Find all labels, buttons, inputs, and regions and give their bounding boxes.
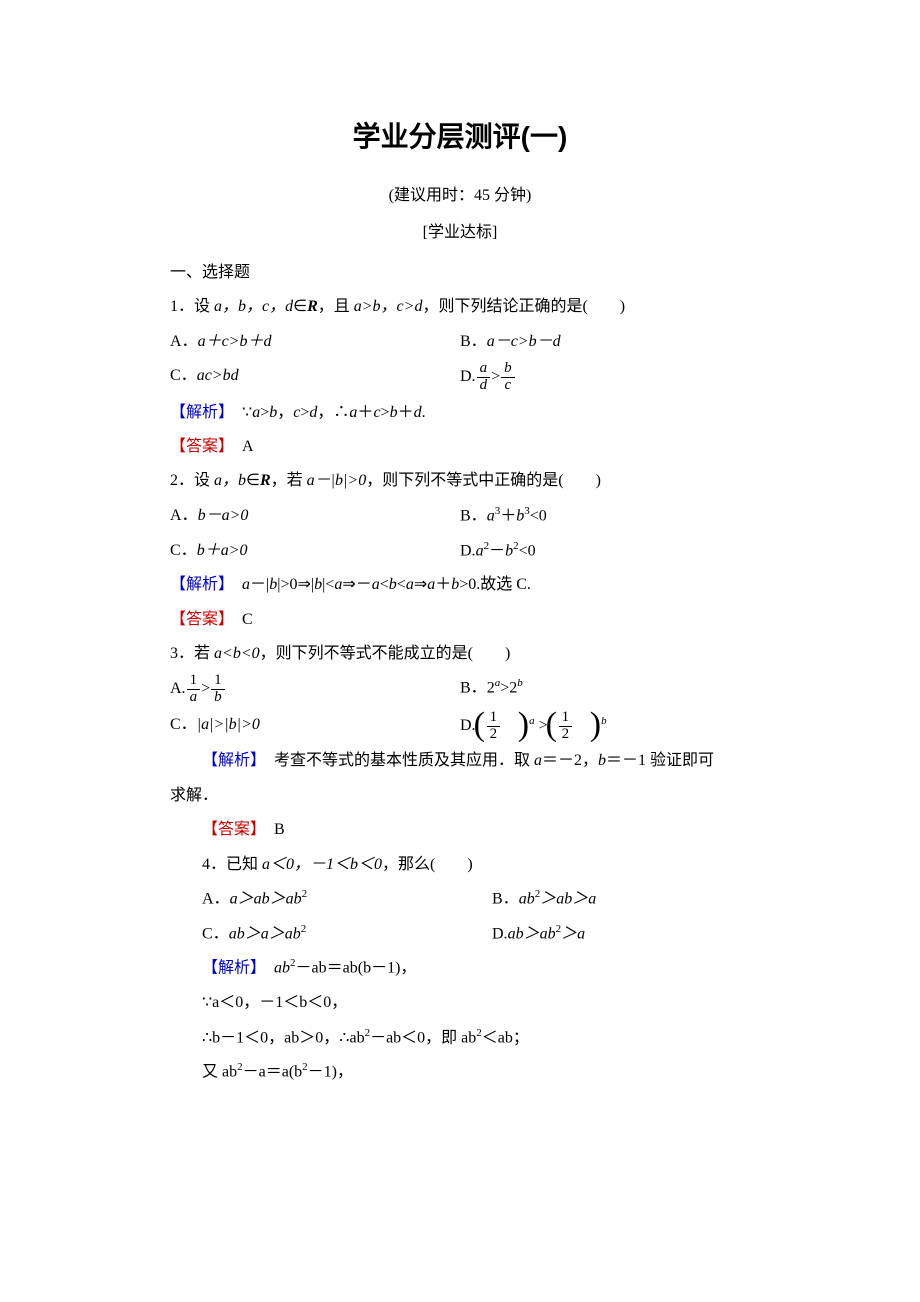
q1-cond: a>b，c>d	[354, 298, 423, 315]
q4-row-ab: A．a＞ab＞ab2 B．ab2＞ab＞a	[170, 884, 750, 915]
q1-row-cd: C．ac>bd D.ad>bc	[170, 361, 750, 394]
q2-opt-b: B．a3＋b3<0	[460, 501, 750, 532]
q1-opt-a: A．a＋c>b＋d	[170, 327, 460, 357]
q3-analysis: 【解析】 考查不等式的基本性质及其应用．取 a＝－2，b＝－1 验证即可	[170, 746, 750, 776]
section-heading: 一、选择题	[170, 258, 750, 288]
q2-row-ab: A．b－a>0 B．a3＋b3<0	[170, 501, 750, 532]
q4-opt-c: C．ab＞a＞ab2	[202, 919, 492, 950]
q1-in: ∈	[293, 298, 307, 315]
q4-analysis-3: ∴b－1＜0，ab＞0，∴ab2－ab＜0，即 ab2＜ab；	[170, 1023, 750, 1054]
q4-analysis-1: 【解析】 ab2－ab＝ab(b－1)，	[170, 953, 750, 984]
q3-stem: 3．若 a<b<0，则下列不等式不能成立的是( )	[170, 639, 750, 669]
q1-stem-pre: 1．设	[170, 298, 214, 315]
q1-answer: 【答案】 A	[170, 432, 750, 462]
q4-stem: 4．已知 a＜0，－1＜b＜0，那么( )	[170, 850, 750, 880]
q4-opt-b: B．ab2＞ab＞a	[492, 884, 750, 915]
q3-row-cd: C．|a|>|b|>0 D.12 a >12 b	[170, 710, 750, 743]
q1-stem: 1．设 a，b，c，d∈R，且 a>b，c>d，则下列结论正确的是( )	[170, 292, 750, 322]
q1-opt-b: B．a－c>b－d	[460, 327, 750, 357]
q1-row-ab: A．a＋c>b＋d B．a－c>b－d	[170, 327, 750, 357]
q1-analysis: 【解析】 ∵a>b，c>d，∴a＋c>b＋d.	[170, 398, 750, 428]
section-label: [学业达标]	[170, 218, 750, 248]
q3-opt-d: D.12 a >12 b	[460, 710, 750, 743]
q3-opt-a: A.1a>1b	[170, 673, 460, 706]
q4-opt-d: D.ab＞ab2＞a	[492, 919, 750, 950]
q3-opt-c: C．|a|>|b|>0	[170, 710, 460, 743]
q2-opt-c: C．b＋a>0	[170, 536, 460, 567]
q2-opt-a: A．b－a>0	[170, 501, 460, 532]
q4-analysis-4: 又 ab2－a＝a(b2－1)，	[170, 1057, 750, 1088]
q1-end: ，则下列结论正确的是( )	[422, 298, 625, 315]
answer-label: 【答案】	[170, 438, 226, 455]
q2-row-cd: C．b＋a>0 D.a2－b2<0	[170, 536, 750, 567]
q1-answer-value: A	[242, 438, 254, 455]
q4-row-cd: C．ab＞a＞ab2 D.ab＞ab2＞a	[170, 919, 750, 950]
q4-analysis-2: ∵a＜0，－1＜b＜0，	[170, 988, 750, 1018]
analysis-label: 【解析】	[170, 404, 226, 421]
q2-stem: 2．设 a，b∈R，若 a－|b|>0，则下列不等式中正确的是( )	[170, 466, 750, 496]
q4-opt-a: A．a＞ab＞ab2	[202, 884, 492, 915]
q1-set: R	[307, 298, 318, 315]
q3-analysis-cont: 求解．	[170, 781, 750, 811]
q1-post: ，且	[318, 298, 354, 315]
q1-analysis-text: ∵a>b，c>d，∴a＋c>b＋d.	[242, 404, 426, 421]
q2-analysis: 【解析】 a－|b|>0⇒|b|<a⇒－a<b<a⇒a＋b>0.故选 C.	[170, 570, 750, 600]
q1-vars: a，b，c，d	[214, 298, 293, 315]
time-hint: (建议用时：45 分钟)	[170, 181, 750, 211]
q3-answer: 【答案】 B	[170, 815, 750, 845]
q3-row-ab: A.1a>1b B．2a>2b	[170, 673, 750, 706]
q1-opt-c: C．ac>bd	[170, 361, 460, 394]
q2-analysis-text: a－|b|>0⇒|b|<a⇒－a<b<a⇒a＋b>0.故选 C.	[242, 576, 531, 593]
q3-opt-b: B．2a>2b	[460, 673, 750, 706]
page-title: 学业分层测评(一)	[170, 110, 750, 163]
q2-answer: 【答案】 C	[170, 605, 750, 635]
q1-opt-d: D.ad>bc	[460, 361, 750, 394]
page: 学业分层测评(一) (建议用时：45 分钟) [学业达标] 一、选择题 1．设 …	[0, 0, 920, 1152]
q2-opt-d: D.a2－b2<0	[460, 536, 750, 567]
